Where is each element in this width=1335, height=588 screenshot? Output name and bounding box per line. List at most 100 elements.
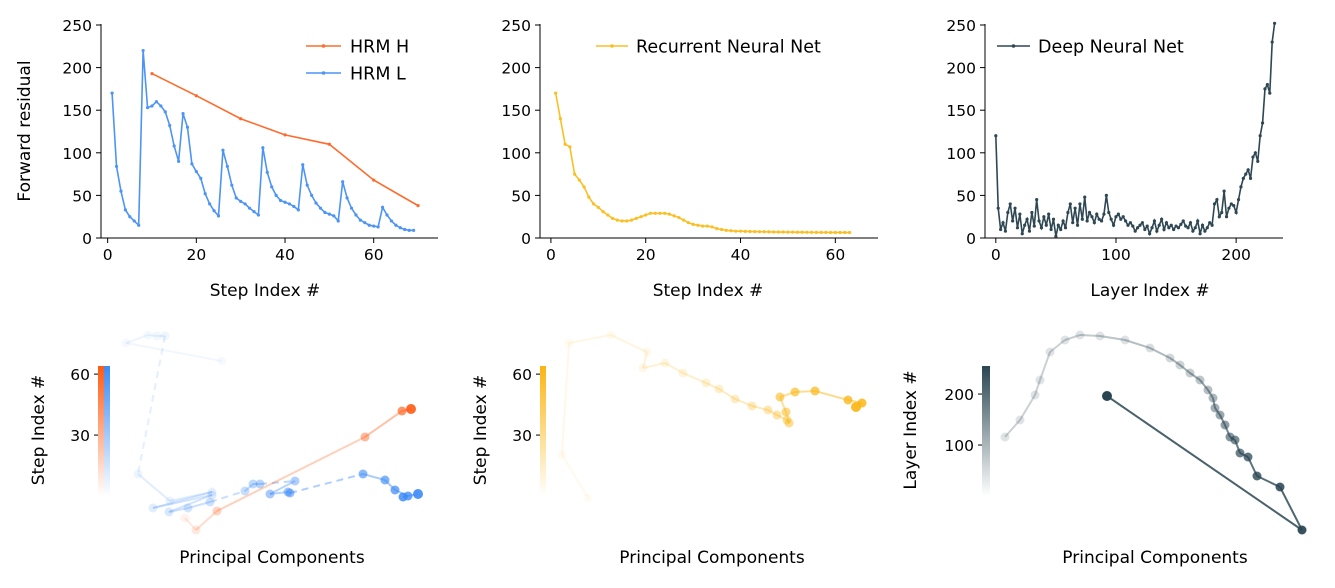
data-point [212, 209, 216, 213]
data-point [239, 199, 243, 203]
trajectory-point [1030, 390, 1040, 400]
data-point [412, 228, 416, 232]
trajectory-point [160, 331, 170, 341]
trajectory-segment [269, 480, 296, 495]
data-point [738, 229, 743, 233]
legend-label: HRM H [350, 38, 409, 58]
trajectory-point [763, 405, 773, 415]
data-point [1272, 21, 1277, 25]
data-point [327, 212, 331, 216]
trajectory-point [121, 338, 131, 348]
trajectory-segment [1199, 379, 1209, 391]
data-point [332, 214, 336, 218]
y-tick-label: 50 [511, 187, 531, 205]
data-point [596, 205, 600, 209]
pca-panel-3 [978, 330, 1307, 535]
data-point [1025, 217, 1029, 221]
data-point [791, 230, 795, 234]
data-point [805, 230, 809, 234]
data-point [1200, 223, 1205, 227]
legend-label: HRM L [350, 65, 406, 85]
trajectory-point [714, 384, 724, 394]
trajectory-segment [776, 414, 788, 421]
data-point [256, 213, 261, 217]
trajectory-segment [610, 334, 648, 353]
data-point [710, 225, 714, 229]
x-axis-label: Principal Components [619, 548, 805, 568]
data-point [1205, 226, 1209, 230]
data-point [1011, 219, 1015, 223]
data-point [847, 230, 852, 235]
data-point [292, 204, 296, 209]
x-tick-label: 60 [364, 246, 384, 264]
trajectory-segment [147, 334, 158, 337]
x-tick-label: 40 [731, 246, 751, 264]
data-point [677, 215, 681, 220]
data-point [261, 146, 265, 150]
data-point [1188, 221, 1193, 225]
data-point [1078, 202, 1082, 206]
data-point [341, 180, 345, 184]
data-point [403, 227, 407, 232]
data-point [247, 206, 252, 210]
trajectory-point [180, 513, 190, 523]
colorbar-tick-label: 60 [512, 366, 532, 384]
data-point [1123, 219, 1128, 223]
data-point [194, 94, 198, 98]
trajectory-segment [682, 372, 707, 384]
data-point [719, 227, 724, 232]
trajectory-point [398, 492, 408, 502]
data-point [753, 230, 757, 234]
trajectory-segment [244, 483, 254, 492]
data-point [110, 91, 114, 95]
data-point [225, 164, 229, 169]
data-point [1210, 223, 1214, 227]
colorbar-tick-label: 100 [944, 437, 974, 455]
data-point [1196, 219, 1200, 223]
data-point [1042, 215, 1046, 219]
data-point [287, 202, 292, 206]
series-line-hrm-h [151, 72, 419, 207]
data-point [1234, 210, 1238, 215]
data-point [610, 216, 615, 221]
data-point [1263, 87, 1267, 91]
data-point [416, 204, 420, 208]
trajectory-point [1235, 448, 1245, 458]
trajectory-segment [664, 362, 684, 374]
data-point [1109, 217, 1113, 221]
data-point [663, 211, 667, 215]
data-point [1256, 159, 1260, 163]
trajectory-point [390, 485, 400, 495]
trajectory-segment [1079, 334, 1101, 337]
data-point [141, 48, 145, 53]
data-point [639, 215, 643, 219]
data-point [168, 123, 172, 128]
trajectory-point [1120, 335, 1130, 345]
trajectory-point [413, 489, 423, 499]
data-point [163, 110, 167, 114]
data-point [252, 209, 256, 214]
data-point [1114, 215, 1118, 219]
data-point [1198, 232, 1202, 236]
data-point [558, 117, 562, 121]
data-point [795, 230, 800, 234]
trajectory-point [790, 387, 800, 397]
data-point [1015, 226, 1020, 230]
data-point [1203, 229, 1207, 233]
data-point [696, 223, 700, 227]
data-point [1224, 215, 1229, 219]
trajectory-point [240, 486, 250, 496]
legend-marker [1011, 44, 1016, 48]
trajectory-point [360, 432, 370, 442]
data-point [705, 224, 709, 228]
trajectory-point [1297, 525, 1307, 535]
trajectory-point [397, 406, 407, 416]
data-point [1270, 40, 1274, 44]
trajectory-segment [1212, 397, 1216, 409]
data-point [1232, 204, 1236, 208]
data-point [767, 230, 771, 234]
trajectory-segment [187, 501, 211, 509]
trajectory-segment [1004, 419, 1021, 438]
data-point [1116, 212, 1120, 216]
data-point [1138, 223, 1142, 227]
